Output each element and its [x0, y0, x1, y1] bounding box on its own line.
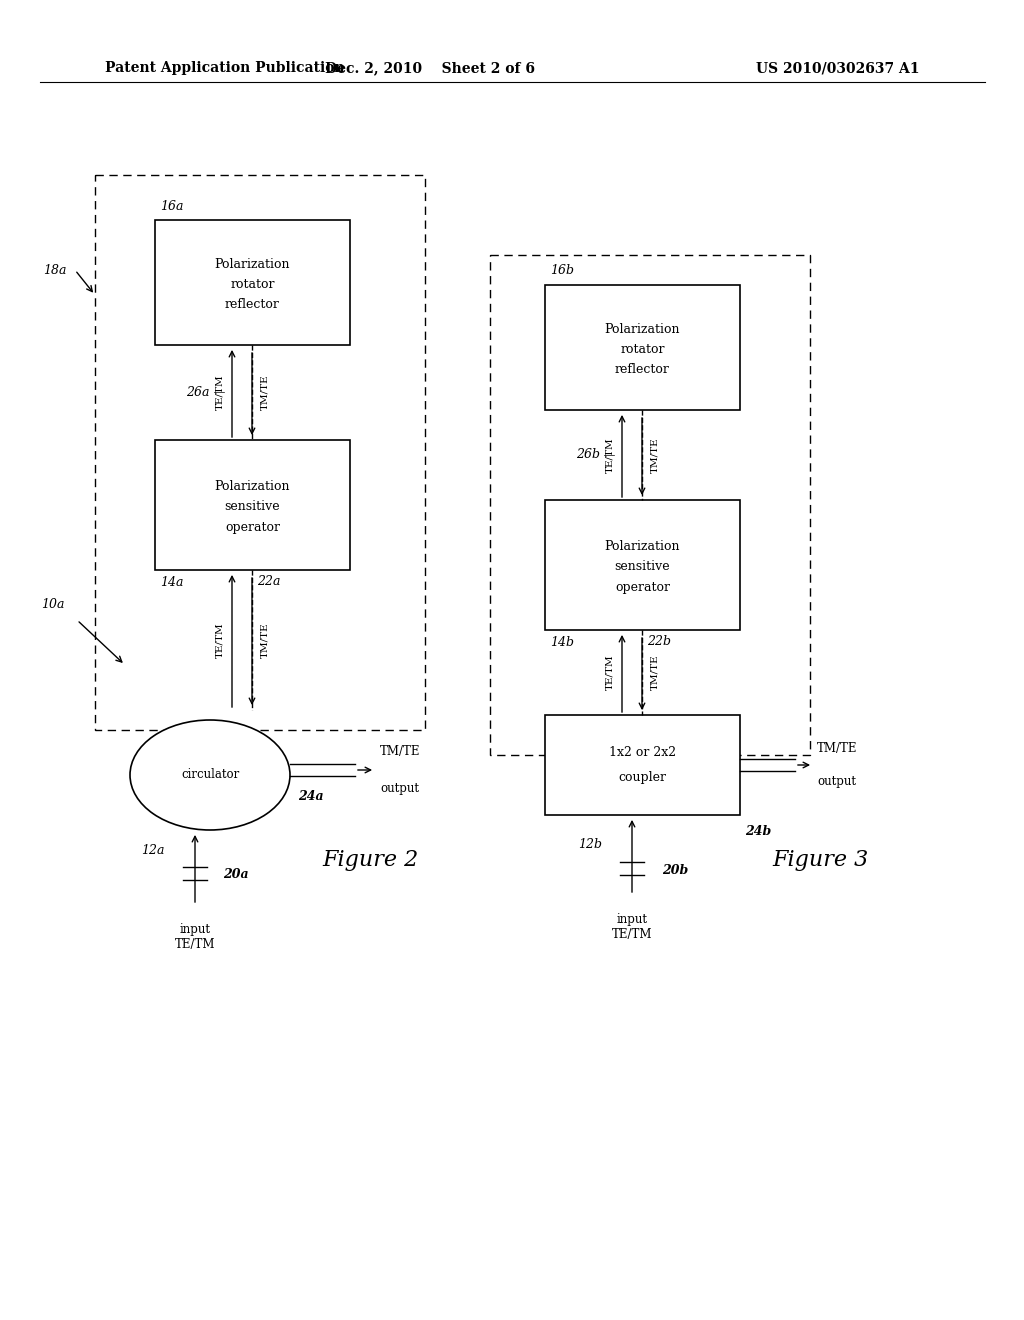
Bar	[490, 255, 810, 755]
Text: TE/TM: TE/TM	[175, 939, 215, 950]
Text: circulator: circulator	[181, 768, 240, 781]
Bar	[545, 715, 740, 814]
Text: 22b: 22b	[647, 635, 671, 648]
Text: sensitive: sensitive	[614, 561, 671, 573]
Text: Polarization: Polarization	[215, 257, 290, 271]
Text: 16a: 16a	[160, 199, 183, 213]
Text: reflector: reflector	[225, 298, 280, 312]
Text: 14a: 14a	[160, 576, 183, 589]
Text: 18a: 18a	[43, 264, 67, 276]
Text: TE/TM: TE/TM	[215, 622, 224, 657]
Bar	[155, 220, 350, 345]
Text: 26a: 26a	[186, 385, 210, 399]
Text: 16b: 16b	[550, 264, 574, 277]
Text: 26b: 26b	[575, 449, 600, 462]
Text: Dec. 2, 2010    Sheet 2 of 6: Dec. 2, 2010 Sheet 2 of 6	[325, 61, 535, 75]
Text: output: output	[380, 781, 419, 795]
Bar	[155, 440, 350, 570]
Text: coupler: coupler	[618, 771, 667, 784]
Text: TE/TM: TE/TM	[215, 374, 224, 409]
Text: 1x2 or 2x2: 1x2 or 2x2	[609, 747, 676, 759]
Text: Patent Application Publication: Patent Application Publication	[105, 61, 345, 75]
Text: Figure 3: Figure 3	[772, 849, 868, 871]
Text: TM/TE: TM/TE	[817, 742, 857, 755]
Text: reflector: reflector	[615, 363, 670, 376]
Text: TM/TE: TM/TE	[260, 374, 269, 409]
Text: output: output	[817, 775, 856, 788]
Text: TE/TM: TE/TM	[611, 928, 652, 941]
Text: 12a: 12a	[141, 843, 165, 857]
Text: operator: operator	[225, 520, 280, 533]
Text: TE/TM: TE/TM	[605, 655, 614, 690]
Text: Polarization: Polarization	[605, 540, 680, 553]
Text: 12b: 12b	[578, 838, 602, 851]
Text: TM/TE: TM/TE	[380, 744, 421, 758]
Text: TM/TE: TM/TE	[650, 437, 659, 473]
Ellipse shape	[130, 719, 290, 830]
Text: 10a: 10a	[42, 598, 65, 611]
Text: US 2010/0302637 A1: US 2010/0302637 A1	[757, 61, 920, 75]
Text: TE/TM: TE/TM	[605, 437, 614, 473]
Text: Polarization: Polarization	[605, 323, 680, 337]
Text: operator: operator	[615, 581, 670, 594]
Text: Figure 2: Figure 2	[322, 849, 418, 871]
Text: rotator: rotator	[621, 343, 665, 356]
Text: TM/TE: TM/TE	[650, 655, 659, 690]
Text: TM/TE: TM/TE	[260, 622, 269, 657]
Text: 22a: 22a	[257, 576, 281, 587]
Bar	[545, 285, 740, 411]
Text: rotator: rotator	[230, 279, 274, 290]
Text: input: input	[616, 913, 647, 927]
Text: 20b: 20b	[662, 863, 688, 876]
Bar	[545, 500, 740, 630]
Text: 14b: 14b	[550, 635, 574, 648]
Text: 20a: 20a	[223, 869, 249, 882]
Text: input: input	[179, 923, 211, 936]
Text: 24b: 24b	[745, 825, 771, 838]
Text: 24a: 24a	[298, 789, 324, 803]
Bar	[95, 176, 425, 730]
Text: sensitive: sensitive	[224, 500, 281, 513]
Text: Polarization: Polarization	[215, 480, 290, 494]
